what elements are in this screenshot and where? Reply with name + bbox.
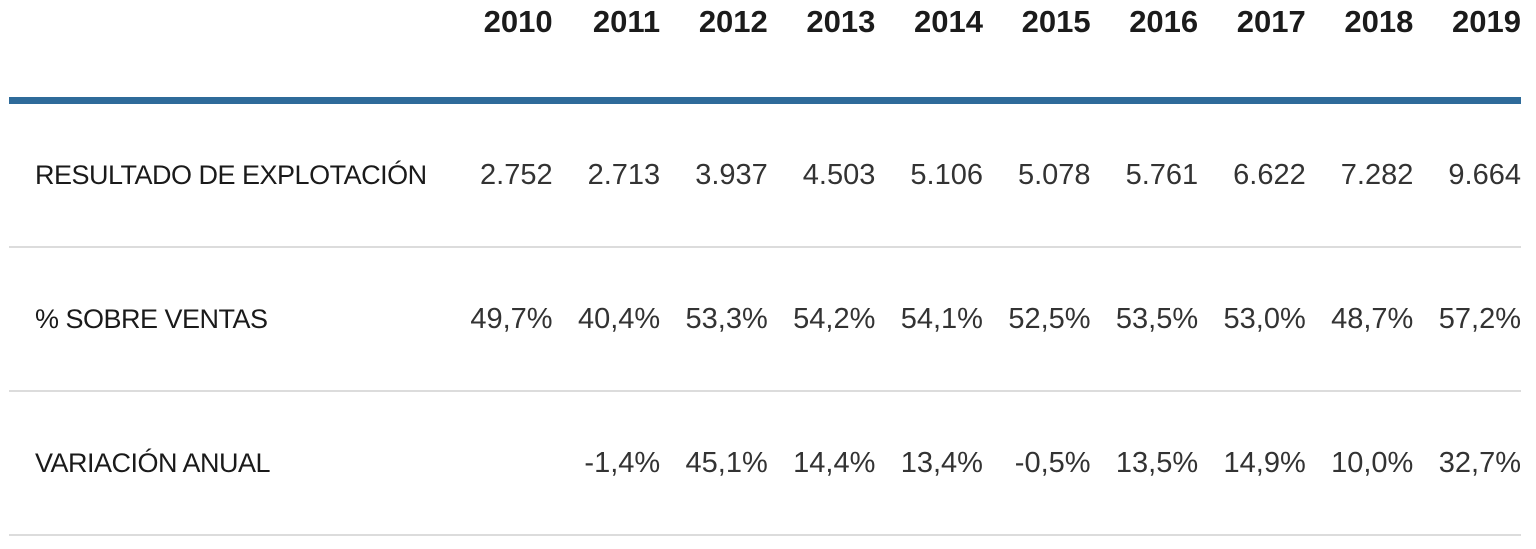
value-cell: 6.622 bbox=[1198, 100, 1306, 248]
table-header: 2010 2011 2012 2013 2014 2015 2016 2017 2018 2019 bbox=[9, 0, 1521, 101]
year-header: 2013 bbox=[806, 4, 876, 39]
year-header: 2011 bbox=[592, 4, 661, 39]
value-cell: 45,1% bbox=[660, 391, 768, 536]
year-header: 2012 bbox=[698, 4, 768, 39]
value-cell: -0,5% bbox=[982, 391, 1091, 536]
value-cell: 5.078 bbox=[982, 100, 1091, 248]
value-cell: 32,7% bbox=[1413, 391, 1521, 536]
value-cell: 49,7% bbox=[445, 247, 553, 392]
value-cell: 53,3% bbox=[660, 247, 768, 392]
year-header: 2014 bbox=[914, 4, 983, 39]
value-cell: 7.282 bbox=[1305, 100, 1414, 248]
value-cell: 5.106 bbox=[875, 100, 983, 248]
financial-results-table: 2010 2011 2012 2013 2014 2015 2016 2017 2018 2019… bbox=[9, 0, 1521, 536]
value-cell: -1,4% bbox=[552, 391, 661, 536]
value-cell: 13,5% bbox=[1090, 391, 1199, 536]
value-cell: 9.664 bbox=[1413, 100, 1521, 248]
value-cell: 10,0% bbox=[1305, 391, 1414, 536]
table-row: VARIACIÓN ANUAL -1,4% 45,1% 14,4% 13,4% -0,5%… bbox=[9, 391, 1521, 536]
table-body: RESULTADO DE EXPLOTACIÓN 2.752 2.713 3.937 4… bbox=[9, 100, 1521, 536]
value-cell: 5.761 bbox=[1090, 100, 1199, 248]
row-label: RESULTADO DE EXPLOTACIÓN bbox=[9, 100, 445, 248]
value-cell: 54,1% bbox=[875, 247, 983, 392]
value-cell: 3.937 bbox=[660, 100, 768, 248]
table-row: % SOBRE VENTAS 49,7% 40,4% 53,3% 54,2% 54,1% 5… bbox=[9, 247, 1521, 392]
value-cell: 54,2% bbox=[767, 247, 876, 392]
header-row: 2010 2011 2012 2013 2014 2015 2016 2017 2018 2019 bbox=[9, 0, 1521, 101]
value-cell: 53,0% bbox=[1198, 247, 1306, 392]
year-header: 2019 bbox=[1452, 4, 1521, 39]
value-cell: 40,4% bbox=[552, 247, 661, 392]
value-cell: 52,5% bbox=[982, 247, 1091, 392]
value-cell: 57,2% bbox=[1413, 247, 1521, 392]
year-header: 2018 bbox=[1344, 4, 1414, 39]
value-cell: 48,7% bbox=[1305, 247, 1414, 392]
row-label: VARIACIÓN ANUAL bbox=[9, 391, 445, 536]
value-cell: 4.503 bbox=[767, 100, 876, 248]
year-header: 2017 bbox=[1236, 4, 1306, 39]
row-label: % SOBRE VENTAS bbox=[9, 247, 445, 392]
value-cell: 14,4% bbox=[767, 391, 876, 536]
value-cell bbox=[445, 391, 553, 536]
year-header: 2015 bbox=[1021, 4, 1091, 39]
value-cell: 14,9% bbox=[1198, 391, 1306, 536]
value-cell: 13,4% bbox=[875, 391, 983, 536]
table-row: RESULTADO DE EXPLOTACIÓN 2.752 2.713 3.937 4… bbox=[9, 100, 1521, 248]
financial-results-table-container: 2010 2011 2012 2013 2014 2015 2016 2017 2018 2019… bbox=[9, 0, 1521, 536]
value-cell: 53,5% bbox=[1090, 247, 1199, 392]
year-header: 2010 bbox=[483, 4, 553, 39]
value-cell: 2.713 bbox=[552, 100, 661, 248]
value-cell: 2.752 bbox=[445, 100, 553, 248]
corner-cell bbox=[9, 0, 445, 101]
year-header: 2016 bbox=[1129, 4, 1199, 39]
